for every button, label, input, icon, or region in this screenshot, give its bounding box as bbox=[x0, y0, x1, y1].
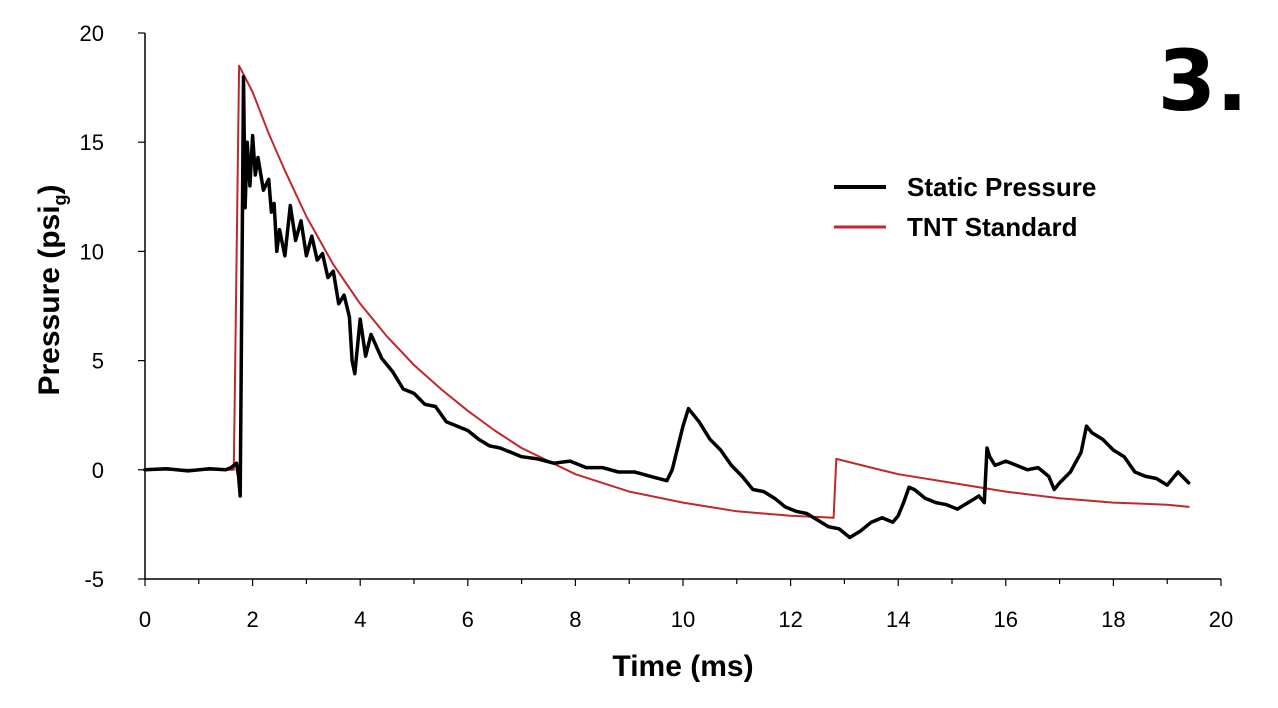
y-tick-label: 10 bbox=[80, 239, 104, 264]
y-axis-title: Pressure (psig) bbox=[33, 184, 70, 395]
panel-label: 3. bbox=[1158, 32, 1248, 130]
x-tick-label: 16 bbox=[994, 607, 1018, 632]
x-tick-label: 6 bbox=[462, 607, 474, 632]
x-tick-label: 14 bbox=[886, 607, 910, 632]
x-axis-ticks: 0 2 4 6 8 10 12 14 16 18 20 bbox=[139, 579, 1233, 632]
y-axis-title-main: Pressure (psi bbox=[33, 205, 66, 395]
legend-label-static-pressure: Static Pressure bbox=[907, 172, 1096, 202]
y-tick-label: 15 bbox=[80, 130, 104, 155]
y-axis-title-subscript: g bbox=[50, 194, 70, 205]
legend: Static Pressure TNT Standard bbox=[834, 172, 1096, 242]
x-tick-label: 18 bbox=[1101, 607, 1125, 632]
x-tick-label: 12 bbox=[778, 607, 802, 632]
series-line-static-pressure bbox=[143, 74, 1191, 540]
y-axis-ticks: -5 0 5 10 15 20 bbox=[80, 21, 145, 592]
y-tick-label: 20 bbox=[80, 21, 104, 46]
legend-item-tnt-standard: TNT Standard bbox=[834, 212, 1077, 242]
x-tick-label: 2 bbox=[246, 607, 258, 632]
axes bbox=[144, 33, 1221, 580]
series-layer bbox=[143, 64, 1191, 540]
y-axis-title-close: ) bbox=[33, 184, 66, 194]
x-tick-label: 20 bbox=[1209, 607, 1233, 632]
x-tick-label: 8 bbox=[569, 607, 581, 632]
x-axis-title: Time (ms) bbox=[612, 650, 753, 683]
x-tick-label: 0 bbox=[139, 607, 151, 632]
legend-label-tnt-standard: TNT Standard bbox=[907, 212, 1077, 242]
y-tick-label: 5 bbox=[92, 349, 104, 374]
x-tick-label: 10 bbox=[671, 607, 695, 632]
y-tick-label: -5 bbox=[84, 567, 104, 592]
y-tick-label: 0 bbox=[92, 458, 104, 483]
legend-item-static-pressure: Static Pressure bbox=[834, 172, 1096, 202]
x-tick-label: 4 bbox=[354, 607, 366, 632]
series-line-tnt-standard bbox=[144, 64, 1190, 519]
